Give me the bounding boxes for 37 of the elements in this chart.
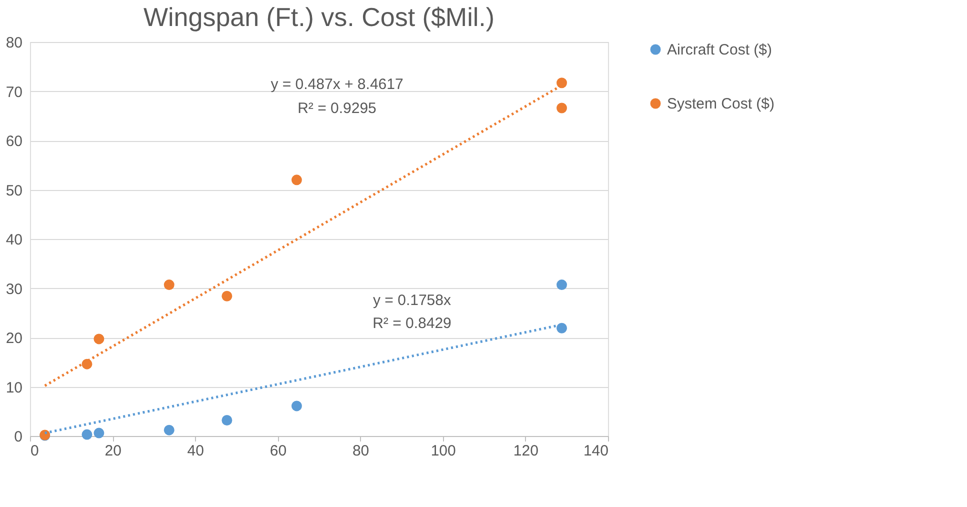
y-tick-label: 40 bbox=[6, 232, 22, 248]
annotation: R² = 0.8429 bbox=[372, 315, 452, 332]
point bbox=[94, 428, 104, 438]
legend-label: System Cost ($) bbox=[667, 96, 775, 112]
legend-label: Aircraft Cost ($) bbox=[667, 42, 772, 58]
annotation: y = 0.487x + 8.4617 bbox=[270, 76, 404, 93]
y-tick-label: 10 bbox=[6, 379, 22, 396]
point bbox=[94, 334, 104, 344]
x-tick-label: 40 bbox=[187, 442, 204, 460]
point bbox=[291, 174, 302, 186]
y-tick-label: 80 bbox=[6, 34, 22, 52]
annotation: y = 0.1758x bbox=[373, 292, 452, 309]
point bbox=[291, 400, 302, 412]
y-tick-label: 60 bbox=[6, 133, 22, 150]
point bbox=[556, 78, 568, 88]
x-tick-label: 0 bbox=[30, 442, 39, 460]
point bbox=[222, 415, 232, 426]
x-tick-label: 120 bbox=[513, 442, 538, 460]
chart-title: Wingspan (Ft.) vs. Cost ($Mil.) bbox=[143, 2, 495, 32]
point bbox=[556, 322, 568, 334]
point bbox=[164, 424, 174, 436]
y-tick-label: 70 bbox=[6, 84, 22, 101]
x-tick-label: 140 bbox=[583, 442, 608, 460]
y-tick-label: 50 bbox=[6, 182, 22, 200]
y-tick-label: 20 bbox=[6, 330, 22, 347]
point bbox=[222, 290, 232, 302]
point bbox=[164, 280, 174, 290]
x-tick-label: 100 bbox=[430, 442, 456, 460]
point bbox=[556, 280, 568, 290]
x-tick-label: 80 bbox=[352, 442, 370, 460]
annotation: R² = 0.9295 bbox=[298, 100, 376, 117]
point bbox=[82, 429, 92, 440]
y-tick-label: 0 bbox=[14, 428, 22, 446]
x-tick-label: 20 bbox=[104, 442, 122, 460]
point bbox=[556, 102, 568, 114]
y-tick-label: 30 bbox=[6, 280, 22, 298]
x-tick-label: 60 bbox=[270, 442, 287, 460]
